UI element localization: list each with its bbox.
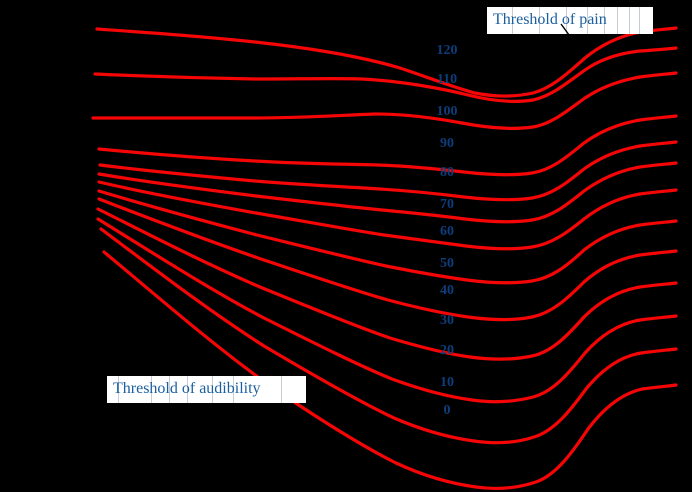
curve-10-phon [99, 227, 678, 445]
curve-100-phon [91, 71, 678, 131]
curve-20-phon [96, 217, 678, 404]
curve-120-phon [95, 26, 678, 98]
annotation-gridline [604, 7, 605, 34]
phon-label-60: 60 [440, 224, 454, 239]
curve-70-phon [97, 161, 678, 224]
annotation-gridline [512, 7, 513, 34]
annotation-gridline [539, 7, 540, 34]
phon-label-90: 90 [440, 136, 454, 151]
annotation-gridline [118, 376, 119, 403]
annotation-gridline [587, 7, 588, 34]
curve-60-phon [97, 180, 678, 251]
annotation-gridline [187, 376, 188, 403]
curve-30-phon [96, 207, 678, 361]
phon-label-100: 100 [436, 104, 458, 119]
phon-label-10: 10 [440, 375, 454, 390]
curve-50-phon [97, 189, 678, 285]
annotation-gridline [281, 376, 282, 403]
annotation-gridline [617, 7, 618, 34]
threshold-of-audibility-annotation: Threshold of audibility [107, 376, 306, 403]
phon-label-30: 30 [440, 313, 454, 328]
annotation-gridline [629, 7, 630, 34]
phon-label-20: 20 [440, 343, 454, 358]
annotation-gridline [566, 7, 567, 34]
annotation-gridline [212, 376, 213, 403]
curve-110-phon [93, 46, 678, 103]
annotation-gridline [233, 376, 234, 403]
phon-label-0: 0 [443, 403, 451, 418]
curve-80-phon [98, 140, 678, 202]
phon-label-80: 80 [440, 165, 454, 180]
curve-90-phon [97, 114, 678, 177]
annotation-gridline [639, 7, 640, 34]
threshold-of-pain-label: Threshold of pain [493, 11, 607, 28]
curve-0-phon [102, 250, 678, 490]
leader-line [560, 23, 573, 40]
phon-label-110: 110 [436, 72, 458, 87]
curve-40-phon [97, 197, 678, 322]
phon-label-70: 70 [440, 197, 454, 212]
phon-label-50: 50 [440, 256, 454, 271]
threshold-of-audibility-label: Threshold of audibility [113, 380, 261, 397]
phon-label-120: 120 [436, 43, 458, 58]
phon-label-40: 40 [440, 283, 454, 298]
annotation-gridline [169, 376, 170, 403]
annotation-gridline [151, 376, 152, 403]
threshold-of-pain-annotation: Threshold of pain [487, 7, 653, 34]
